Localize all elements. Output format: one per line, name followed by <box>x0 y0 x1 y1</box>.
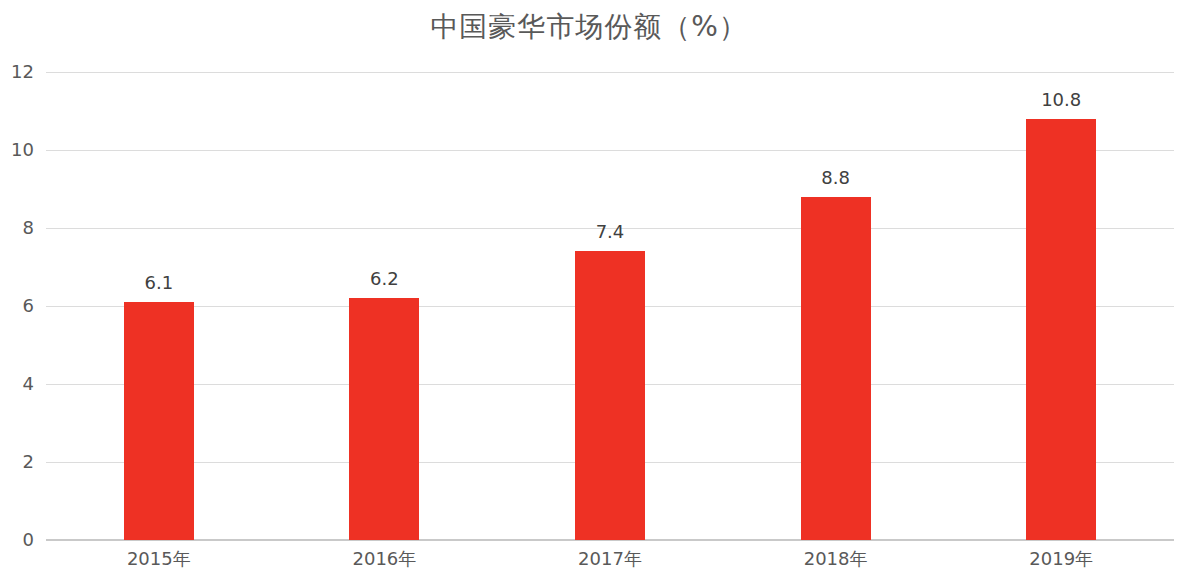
y-axis-tick-label: 12 <box>0 61 34 83</box>
bar-value-label: 10.8 <box>1016 89 1106 111</box>
gridline <box>46 150 1174 151</box>
x-axis-tick-label: 2016年 <box>314 548 454 570</box>
y-axis-tick-label: 4 <box>0 373 34 395</box>
bar <box>575 251 645 540</box>
bar-value-label: 8.8 <box>791 167 881 189</box>
bar <box>124 302 194 540</box>
bar-value-label: 7.4 <box>565 221 655 243</box>
y-axis-tick-label: 0 <box>0 529 34 551</box>
bar <box>349 298 419 540</box>
x-axis-tick-label: 2018年 <box>766 548 906 570</box>
bar-chart-canvas: 中国豪华市场份额（%） 0246810126.12015年6.22016年7.4… <box>0 0 1178 588</box>
y-axis-tick-label: 2 <box>0 451 34 473</box>
bar <box>801 197 871 540</box>
x-axis-tick-label: 2019年 <box>991 548 1131 570</box>
y-axis-tick-label: 10 <box>0 139 34 161</box>
y-axis-tick-label: 8 <box>0 217 34 239</box>
plot-area: 0246810126.12015年6.22016年7.42017年8.82018… <box>46 72 1174 540</box>
bar-value-label: 6.2 <box>339 268 429 290</box>
chart-title: 中国豪华市场份额（%） <box>0 8 1178 46</box>
x-axis-tick-label: 2015年 <box>89 548 229 570</box>
x-axis-tick-label: 2017年 <box>540 548 680 570</box>
gridline <box>46 72 1174 73</box>
y-axis-tick-label: 6 <box>0 295 34 317</box>
bar-value-label: 6.1 <box>114 272 204 294</box>
bar <box>1026 119 1096 540</box>
